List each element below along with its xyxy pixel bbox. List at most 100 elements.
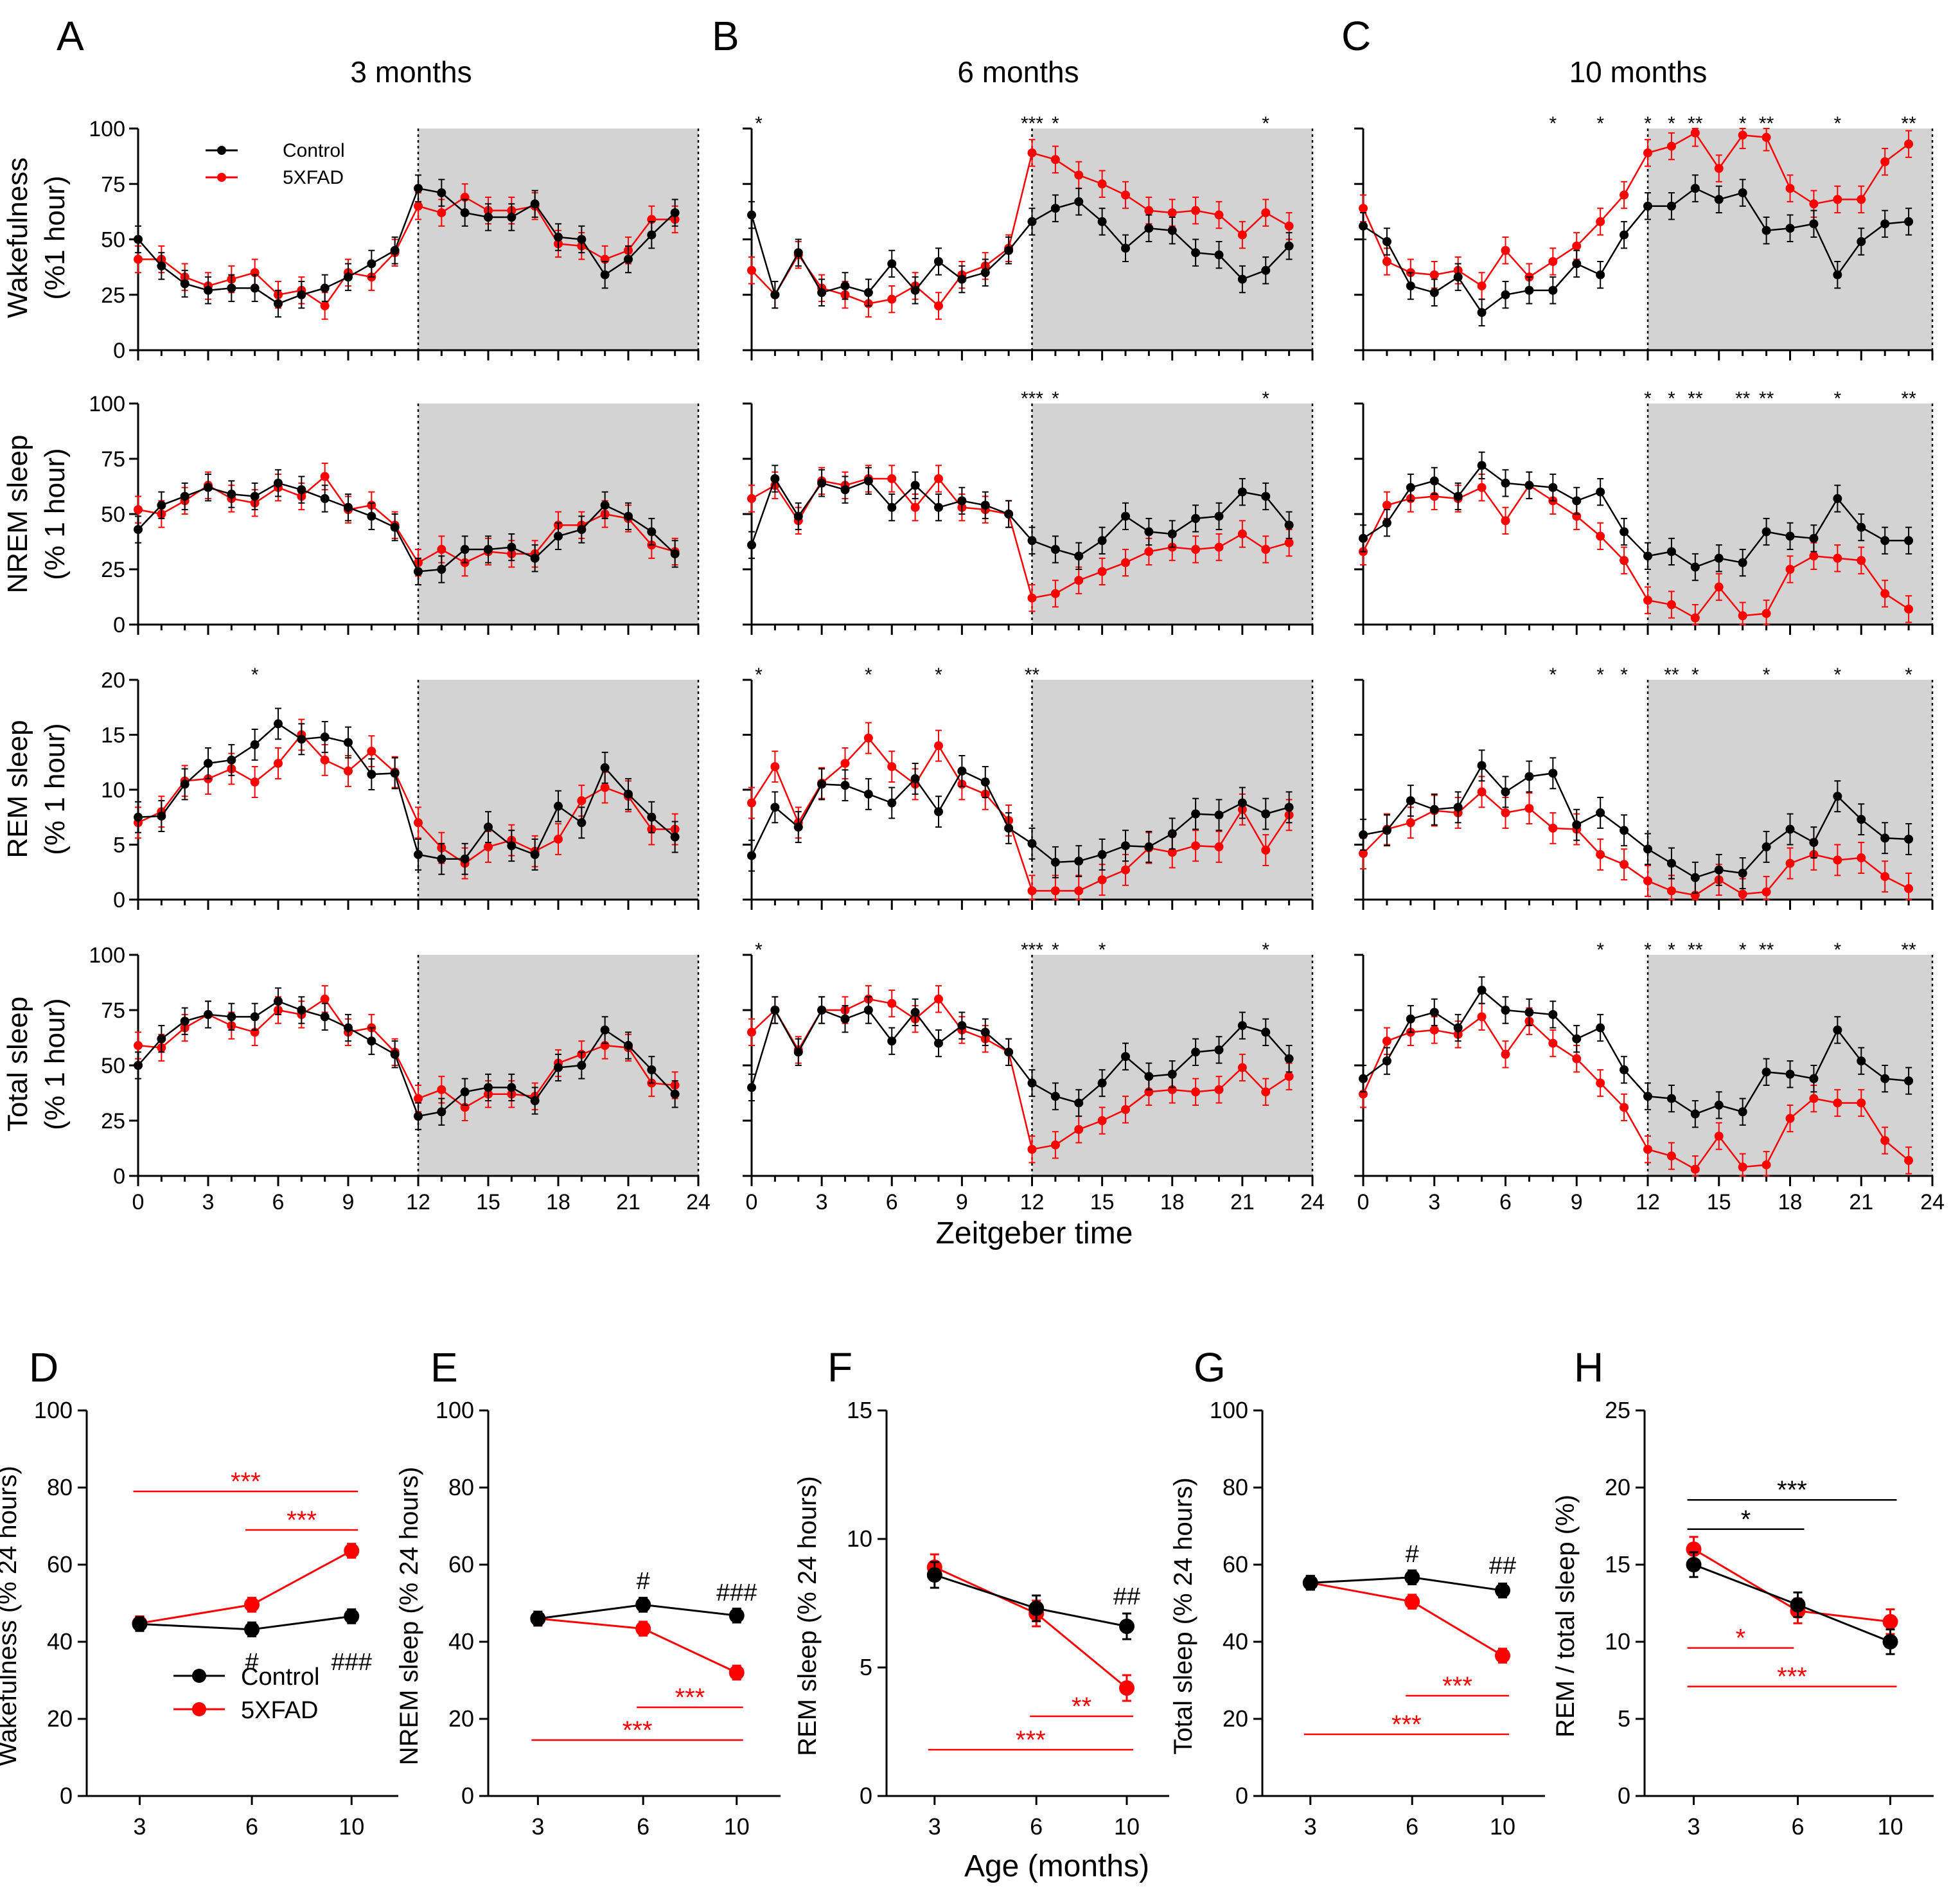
panel-letter-g: G: [1194, 1344, 1226, 1391]
chart-b-0-control-point: [1004, 245, 1014, 255]
chart-b-3-control-point: [793, 1047, 803, 1057]
chart-b-3-xtick-label: 6: [886, 1190, 898, 1214]
chart-b-0-5xfad-point: [1167, 208, 1177, 218]
chart-c-2-control-point: [1785, 824, 1795, 834]
chart-b-0-control-point: [747, 210, 756, 220]
chart-b-0-5xfad-point: [1191, 206, 1201, 215]
chart-a-2-dark-phase: [418, 680, 698, 900]
chart-b-3-control-point: [1004, 1047, 1014, 1057]
chart-a-3-control-point: [157, 1034, 166, 1044]
chart-b-1-control-point: [1004, 510, 1014, 519]
chart-b-1-5xfad-point: [1214, 542, 1224, 552]
chart-h-ytick-label: 10: [1605, 1628, 1630, 1655]
chart-b-3-control-point: [840, 1014, 850, 1024]
chart-c-0-5xfad-point: [1761, 132, 1771, 142]
chart-a-0-control-point: [297, 290, 306, 299]
chart-g-5xfad-point: [1495, 1648, 1510, 1664]
chart-a-1-control-point: [227, 490, 236, 499]
chart-b-1-control-point: [840, 485, 850, 495]
chart-c-0-control-point: [1453, 272, 1463, 282]
chart-b-0-control-point: [817, 288, 827, 298]
chart-a-3-ytick-label: 0: [113, 1164, 125, 1189]
chart-c-3-control-point: [1857, 1056, 1866, 1066]
chart-c-1-control-point: [1477, 461, 1487, 470]
chart-a-1-control-point: [344, 502, 353, 512]
chart-b-3-control-point: [910, 1008, 920, 1017]
chart-a-2-control-point: [297, 734, 306, 744]
chart-b-2-5xfad-point: [934, 741, 943, 751]
chart-a-3: 0 25 50 75 100 0 3 6 9 12 15 18 21 24: [89, 943, 711, 1214]
chart-c-3-5xfad-point: [1477, 1012, 1487, 1022]
chart-c-2-sig-star: *: [1596, 664, 1604, 686]
chart-c-3-xtick-label: 9: [1571, 1190, 1583, 1214]
chart-g-ytick-label: 0: [1235, 1782, 1248, 1809]
chart-b-1-dark-phase: [1032, 404, 1312, 625]
chart-c-0-5xfad-point: [1880, 157, 1890, 166]
chart-b-2-control-point: [910, 774, 920, 783]
chart-c-1-5xfad-point: [1382, 501, 1391, 510]
chart-c-3-control-point: [1524, 1008, 1534, 1017]
chart-b-1-control-point: [817, 478, 827, 488]
chart-b-0-control-point: [1027, 217, 1037, 226]
panel-letter-b: B: [712, 13, 739, 59]
chart-a-2-5xfad-point: [367, 747, 376, 756]
chart-c-0-control-point: [1548, 285, 1558, 295]
row-label-wakefulness-line2: (%1 hour): [39, 175, 71, 299]
chart-a-2-control-point: [204, 758, 213, 768]
chart-c-3-control-point: [1429, 1008, 1439, 1017]
chart-b-3-control-point: [817, 1006, 827, 1015]
chart-b-2-5xfad-point: [1097, 875, 1107, 885]
chart-e-hash-label: ###: [716, 1579, 757, 1606]
row-label-wakefulness-line1: Wakefulness: [2, 157, 33, 318]
chart-c-2-5xfad-point: [1406, 818, 1415, 828]
chart-b-3-control-point: [1237, 1021, 1247, 1031]
chart-a-2-control-point: [670, 832, 680, 842]
chart-a-3-control-point: [530, 1096, 540, 1106]
chart-c-3-xtick-label: 18: [1778, 1190, 1803, 1214]
chart-c-0-sig-star: *: [1739, 113, 1747, 134]
chart-a-3-xtick-label: 21: [616, 1190, 640, 1214]
chart-b-2-5xfad-point: [1261, 846, 1271, 855]
chart-b-3-5xfad-point: [1284, 1072, 1294, 1081]
chart-b-1-sig-star: ***: [1021, 388, 1043, 409]
chart-c-1-5xfad-point: [1857, 556, 1866, 565]
chart-c-3-control-point: [1620, 1065, 1629, 1074]
chart-a-1-control-point: [204, 483, 213, 492]
chart-b-3-sig-star: ***: [1021, 939, 1043, 961]
chart-a-2-control-point: [344, 738, 353, 747]
chart-c-0-5xfad-point: [1572, 241, 1582, 251]
chart-c-2-5xfad-point: [1880, 872, 1890, 882]
chart-c-0-control-point: [1785, 224, 1795, 233]
chart-b-0-sig-star: ***: [1021, 113, 1043, 134]
chart-c-2-5xfad-point: [1359, 849, 1368, 858]
chart-g-hash-label: #: [1406, 1541, 1419, 1568]
chart-b-1-5xfad-point: [1121, 558, 1130, 567]
chart-a-2-control-point: [577, 818, 587, 828]
chart-c-3-control-point: [1785, 1069, 1795, 1079]
chart-c-3-control-point: [1809, 1074, 1819, 1083]
chart-a-3-control-point: [297, 1006, 306, 1015]
chart-c-3-control-point: [1359, 1074, 1368, 1083]
chart-c-2-control-point: [1572, 820, 1582, 830]
chart-b-1-5xfad-point: [934, 474, 943, 483]
chart-a-3-control-point: [390, 1049, 400, 1059]
panel-letter-a: A: [57, 13, 84, 59]
chart-c-3-sig-star: *: [1644, 939, 1652, 961]
chart-d-xtick-label: 3: [133, 1813, 146, 1840]
row-label-wakefulness: Wakefulness (%1 hour): [2, 157, 71, 318]
chart-b-0-control-point: [1191, 248, 1201, 258]
chart-b-2-sig-star: *: [755, 664, 763, 686]
column-title-3-months: 3 months: [350, 55, 472, 89]
chart-b-3-5xfad-point: [1261, 1087, 1271, 1097]
chart-a-1-ytick-label: 0: [113, 613, 125, 637]
chart-e-sig-label: ***: [675, 1684, 705, 1712]
chart-c-1-sig-star: **: [1735, 388, 1751, 409]
chart-b-3: 0 3 6 9 12 15 18 21 24* *** * * *: [743, 939, 1325, 1214]
chart-h-control-point: [1790, 1597, 1806, 1613]
chart-g-ytick-label: 100: [1210, 1397, 1248, 1423]
chart-h-ytick-label: 0: [1618, 1782, 1630, 1809]
chart-c-2-control-point: [1714, 865, 1724, 875]
chart-a-2-5xfad-point: [577, 796, 587, 806]
